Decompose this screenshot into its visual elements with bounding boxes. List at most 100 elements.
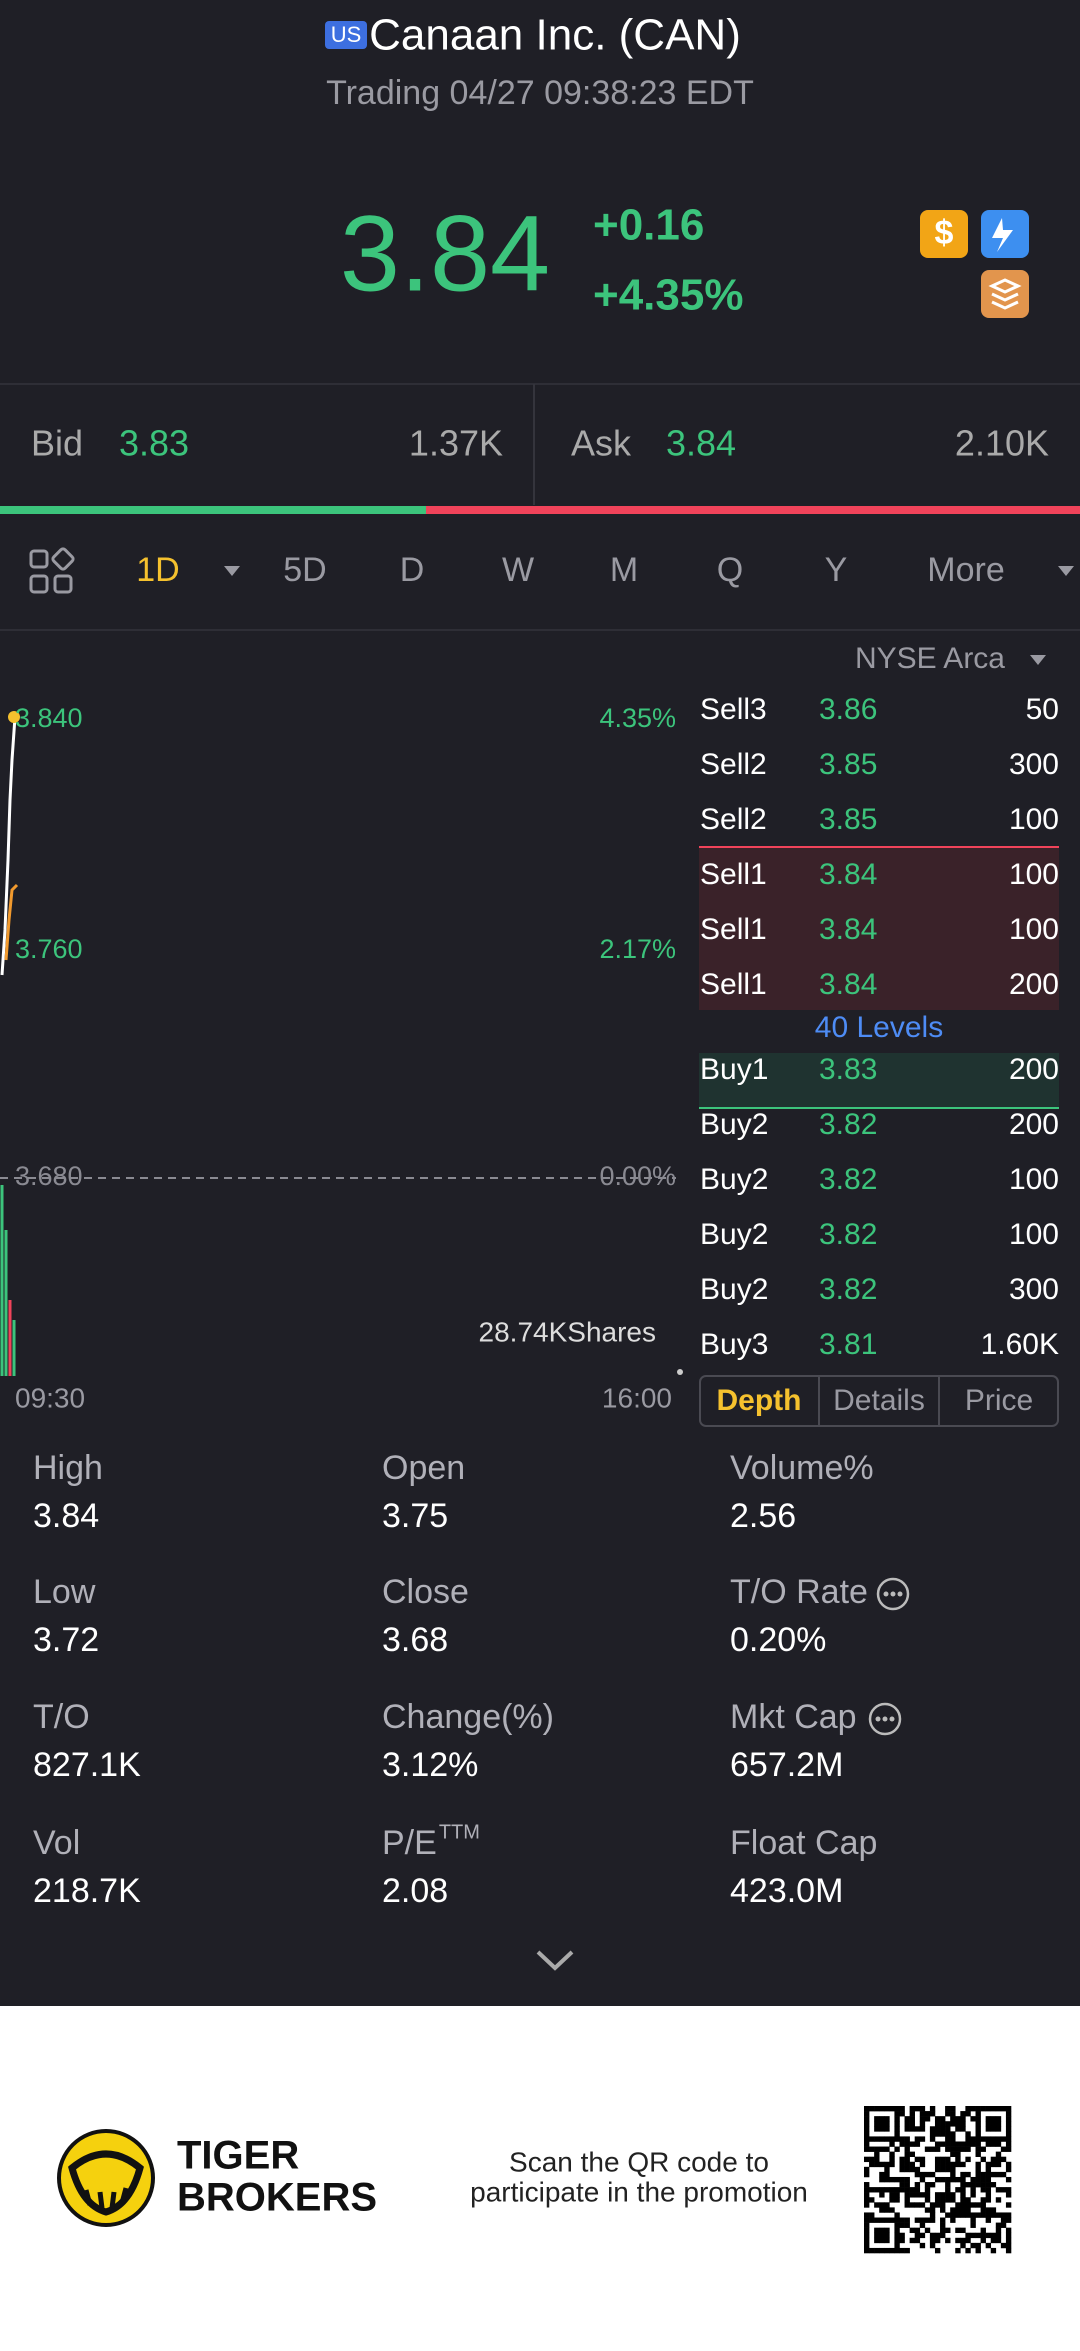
qr-cell	[904, 2156, 910, 2163]
qr-cell	[955, 2227, 961, 2234]
dropdown-arrow[interactable]	[224, 566, 240, 576]
qr-cell	[904, 2222, 910, 2228]
timeframe-tab[interactable]: Y	[825, 551, 848, 589]
qr-cell	[1005, 2111, 1012, 2117]
qr-cell	[990, 2126, 997, 2132]
qr-cell	[960, 2161, 966, 2168]
qr-cell	[950, 2121, 956, 2127]
qr-cell	[909, 2237, 915, 2244]
qr-cell	[1005, 2131, 1012, 2137]
qr-cell	[960, 2176, 966, 2183]
qr-cell	[990, 2161, 997, 2168]
qr-cell	[965, 2202, 971, 2208]
qr-cell	[864, 2187, 870, 2193]
dropdown-arrow[interactable]	[1030, 655, 1046, 665]
qr-cell	[889, 2151, 895, 2157]
qr-cell	[945, 2176, 951, 2183]
levels[interactable]: 40 Levels	[815, 1011, 943, 1044]
timeframe-tab[interactable]: D	[400, 551, 425, 589]
stat-label: High	[33, 1449, 103, 1487]
qr-cell	[899, 2141, 905, 2147]
timeframe-tab[interactable]: 5D	[283, 551, 326, 589]
timeframe-tab[interactable]: More	[927, 551, 1004, 589]
qr-cell	[970, 2176, 976, 2183]
qr-cell	[1005, 2146, 1012, 2152]
qr-cell	[884, 2136, 890, 2142]
qr-cell	[970, 2212, 976, 2218]
timeframe-tab[interactable]: 1D	[136, 551, 179, 589]
qr-cell	[899, 2106, 905, 2112]
qr-cell	[869, 2156, 875, 2163]
qr-cell	[889, 2136, 895, 2142]
qr-cell	[894, 2187, 900, 2193]
qr-cell	[909, 2111, 915, 2117]
qr-cell	[904, 2217, 910, 2223]
qr-cell	[934, 2197, 941, 2203]
qr-cell	[894, 2242, 900, 2249]
qr-cell	[960, 2237, 966, 2244]
qr-cell	[879, 2207, 885, 2213]
qr-cell	[899, 2156, 905, 2163]
qr-cell	[970, 2116, 976, 2122]
qr-cell	[884, 2121, 890, 2127]
qr-cell	[864, 2116, 870, 2122]
icon-dollar[interactable]	[920, 210, 968, 258]
qr-cell	[950, 2166, 956, 2173]
timeframe-tab[interactable]: W	[502, 551, 534, 589]
qr-cell	[940, 2156, 946, 2163]
qr-cell	[884, 2217, 890, 2223]
level: Sell1	[700, 858, 767, 891]
qr-cell	[950, 2111, 956, 2117]
ask-price: 3.84	[666, 423, 736, 464]
price-label: 3.840	[15, 703, 83, 733]
qr-cell	[894, 2227, 900, 2234]
qr-cell	[889, 2187, 895, 2193]
timeframe-tab[interactable]: M	[610, 551, 638, 589]
qr-cell	[940, 2197, 946, 2203]
qr-cell	[965, 2141, 971, 2147]
qr-cell	[879, 2237, 885, 2244]
qr-cell	[985, 2136, 992, 2142]
exchange[interactable]: NYSE Arca	[855, 642, 1005, 675]
book-tab[interactable]: Price	[965, 1384, 1033, 1417]
qr-cell	[914, 2156, 921, 2163]
book-tab[interactable]: Depth	[717, 1384, 802, 1417]
level-size: 300	[1009, 748, 1059, 781]
level: Sell2	[700, 748, 767, 781]
qr-cell	[965, 2146, 971, 2152]
qr-cell	[909, 2161, 915, 2168]
stat-value: 3.12%	[382, 1746, 478, 1784]
qr-cell	[919, 2176, 926, 2183]
pct-label: 2.17%	[599, 934, 676, 964]
stat-label: T/O	[33, 1698, 90, 1736]
qr-cell	[960, 2192, 966, 2198]
qr-cell	[934, 2141, 941, 2147]
qr-cell	[995, 2161, 1002, 2168]
info-icon[interactable]	[868, 1577, 910, 1736]
dropdown-arrow[interactable]	[1058, 566, 1074, 576]
qr-cell	[980, 2227, 986, 2234]
qr-cell	[980, 2187, 986, 2193]
logo-stripes	[83, 2187, 129, 2209]
qr-cell	[975, 2202, 981, 2208]
time-label: 09:30	[15, 1382, 85, 1413]
book-tab[interactable]: Details	[833, 1384, 925, 1417]
qr-cell	[884, 2237, 890, 2244]
qr-cell	[914, 2232, 921, 2239]
timeframe-tab[interactable]: Q	[717, 551, 743, 589]
icon-layers[interactable]	[981, 270, 1029, 318]
stat-value: 827.1K	[33, 1746, 141, 1784]
qr-cell	[985, 2192, 992, 2198]
icon-glyph: $	[935, 214, 954, 252]
expand-chevron[interactable]	[536, 1950, 574, 1971]
qr-cell	[894, 2247, 900, 2254]
qr-cell	[955, 2121, 961, 2127]
qr-cell	[955, 2126, 961, 2132]
qr-cell	[879, 2121, 885, 2127]
qr-cell	[975, 2247, 981, 2254]
qr-cell	[960, 2242, 966, 2249]
qr-cell	[980, 2136, 986, 2142]
qr-cell	[934, 2202, 941, 2208]
layout-icon[interactable]	[29, 547, 75, 594]
qr-cell	[975, 2232, 981, 2239]
